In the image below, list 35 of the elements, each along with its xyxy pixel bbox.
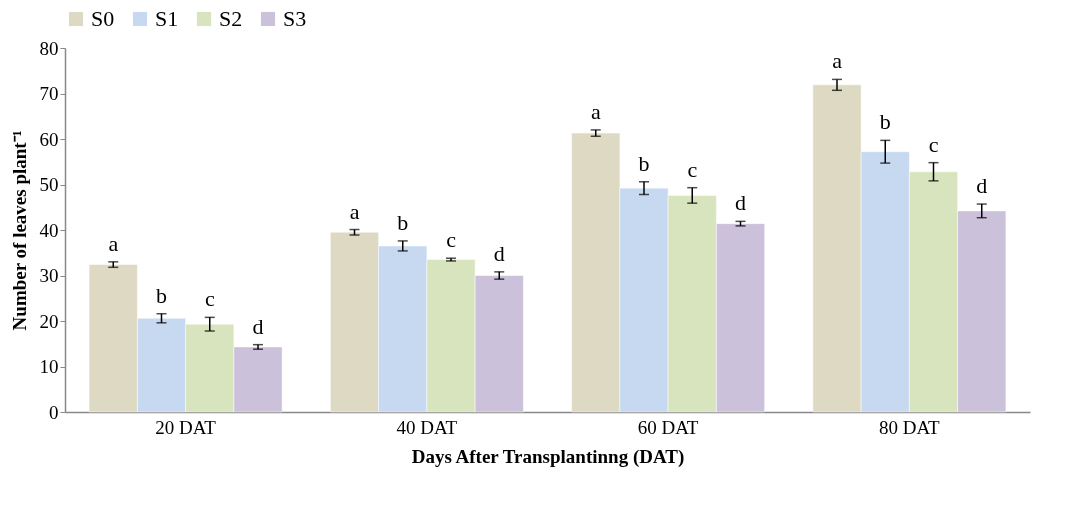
data-label: c [928,131,939,157]
data-label: d [735,190,746,216]
data-label: a [832,48,843,74]
data-label: b [156,282,167,308]
data-label: b [397,209,409,235]
data-label: a [590,98,601,124]
y-tick-label: 60 [39,128,59,150]
x-axis-title: Days After Transplantinng (DAT) [411,445,685,468]
data-label: c [687,156,698,182]
legend-label: S1 [155,6,179,31]
legend-label: S3 [283,6,307,31]
data-label: a [108,230,119,256]
legend-label: S0 [91,6,115,31]
y-tick-label: 30 [39,265,59,286]
data-label: d [976,173,988,199]
y-axis-title: Number of leaves plant⁻¹ [8,130,30,331]
data-label: c [204,286,215,312]
legend-label: S2 [219,6,243,31]
y-tick-label: 50 [39,174,59,195]
y-tick-label: 80 [39,37,59,59]
y-tick-label: 10 [39,356,59,377]
y-tick-label: 70 [39,83,59,104]
data-label: a [349,198,360,224]
data-label: d [493,240,505,266]
x-tick-label: 40 DAT [396,416,458,438]
x-tick-label: 60 DAT [637,416,699,438]
data-label: b [638,150,650,176]
y-tick-label: 0 [49,401,59,423]
x-tick-label: 80 DAT [879,416,941,438]
data-label: b [879,109,891,135]
data-label: c [446,227,457,253]
y-tick-label: 20 [39,310,59,332]
x-tick-label: 20 DAT [155,416,217,438]
data-label: d [252,313,264,339]
y-tick-label: 40 [39,219,59,241]
